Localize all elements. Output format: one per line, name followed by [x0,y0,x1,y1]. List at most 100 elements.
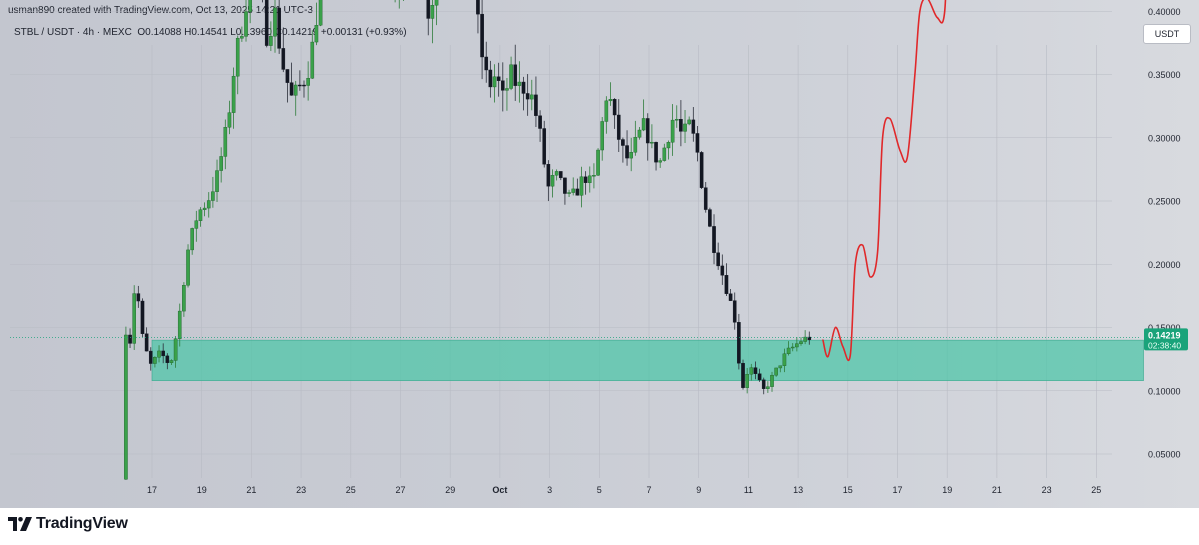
candle-body [124,334,128,480]
projection-line [822,0,947,362]
candle-body [670,119,675,143]
x-tick-label: 17 [892,485,902,495]
candle-body [182,285,186,312]
candle-body [728,293,733,301]
candle-body [144,333,149,352]
projection-curve [822,0,947,362]
candle-body [774,367,778,376]
x-tick-label: 3 [547,485,552,495]
candle-body [165,355,170,363]
x-tick-label: 11 [744,485,753,495]
candle-body [650,141,654,144]
candle-body [480,13,484,58]
ohlc-legend: STBL / USDT · 4h · MEXC O0.14088 H0.1454… [14,27,407,38]
candle-body [484,56,489,71]
candle-body [583,176,588,183]
price-chart: 0.05000 0.10000 0.15000 0.20000 0.25000 0.300… [10,0,1188,495]
candle-body [695,133,700,153]
candle-body [716,252,720,267]
x-tick-label: 7 [646,485,651,495]
candle-body [281,48,286,70]
candle-body [277,7,281,49]
candle-body [666,142,671,149]
candle-body [542,128,547,165]
candle-body [608,99,613,102]
candle-body [596,149,600,176]
candle-body [629,152,633,159]
candle-body [153,357,157,364]
candle-body [132,293,136,344]
candle-body [273,7,277,37]
x-tick-label: 23 [296,485,306,495]
candle-body [302,84,306,87]
x-tick-label: Oct [492,485,507,495]
candle-body [724,275,729,294]
candle-body [496,76,501,81]
candle-body [554,171,559,176]
candle-body [600,121,604,151]
created-by-text: usman890 created with TradingView.com, O… [8,5,313,16]
candle-body [264,0,269,46]
x-tick-label: 25 [346,485,356,495]
candle-body [807,336,812,341]
support-zone-rect [151,339,1144,381]
tradingview-logo[interactable]: TradingView [8,514,128,534]
x-tick-label: 9 [696,485,701,495]
candle-body [314,25,319,43]
candle-body [683,123,687,132]
candle-body [691,119,696,134]
x-tick-label: 29 [445,485,455,495]
candle-body [157,350,161,358]
candle-body [637,129,642,138]
y-tick-label: 0.25000 [1148,197,1181,207]
candle-body [211,191,215,201]
x-tick-label: 15 [843,485,853,495]
x-tick-label: 19 [197,485,207,495]
candle-body [645,118,650,144]
price-tag-countdown: 02:38:40 [1148,340,1181,350]
y-tick-label: 0.10000 [1148,386,1181,396]
candles [124,0,812,480]
candle-body [592,175,596,177]
candle-body [269,35,273,46]
candle-body [285,69,290,83]
candle-body [741,362,745,388]
candle-body [430,5,435,19]
tradingview-wordmark: TradingView [36,515,128,532]
candle-body [687,119,691,125]
candle-body [654,141,658,163]
unit-badge[interactable]: USDT [1143,24,1191,44]
y-axis: 0.05000 0.10000 0.15000 0.20000 0.25000 0.300… [1148,7,1181,460]
x-tick-label: 23 [1042,485,1052,495]
candle-body [194,220,199,229]
candle-body [699,152,704,188]
candle-body [766,386,770,389]
candle-body [500,80,505,91]
candle-body [674,119,679,121]
candle-body [206,200,211,209]
y-tick-label: 0.05000 [1148,450,1181,460]
candle-body [289,82,294,96]
candle-body [612,99,617,116]
candle-body [240,36,244,39]
candle-body [148,350,153,364]
candle-body [753,367,758,374]
candle-body [550,174,555,187]
candle-body [563,177,567,194]
x-axis: 17 19 21 23 25 27 29 Oct 3 5 7 9 11 13 15 17 19 21 23 25 [147,485,1101,495]
legend-low: L0.13960 [230,27,272,38]
candle-body [161,350,165,357]
candle-body [140,300,145,334]
y-tick-label: 0.30000 [1148,133,1181,143]
candle-body [720,265,725,276]
y-tick-label: 0.20000 [1148,260,1181,270]
candle-body [492,76,497,88]
candle-body [575,188,580,196]
candle-body [534,94,538,116]
candle-body [708,209,712,227]
candle-body [757,373,762,381]
candle-body [658,160,662,163]
grid [10,10,1112,478]
candle-body [169,360,174,363]
candle-body [712,226,716,253]
